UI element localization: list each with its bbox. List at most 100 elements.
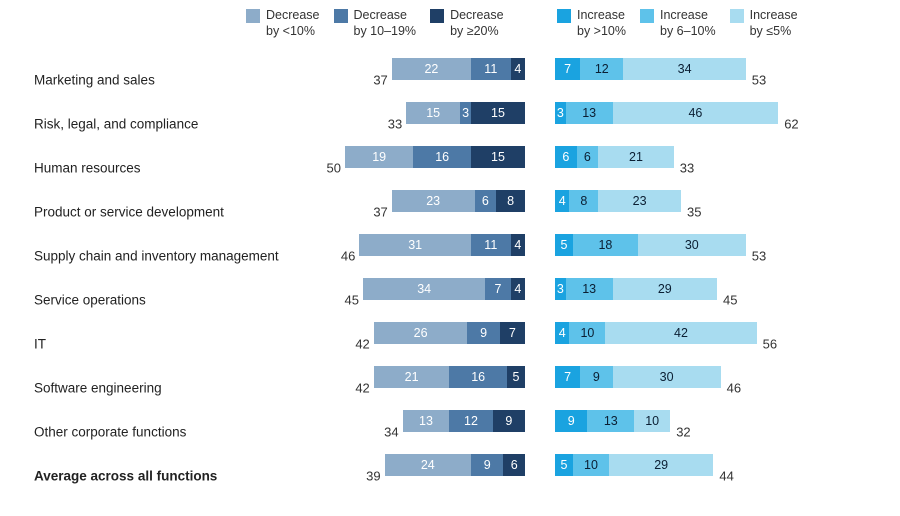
bar-segment-dec_10_19: 9 [467, 322, 499, 344]
row-left-total: 37 [364, 73, 388, 88]
bar-segment-inc_6_10: 6 [577, 146, 599, 168]
bar-segment-inc_le5: 29 [613, 278, 717, 300]
legend-swatch [430, 9, 444, 23]
bar-segment-dec_lt10: 19 [345, 146, 413, 168]
legend-item-increase-2: Increaseby ≤5% [730, 8, 798, 39]
row-right-total: 46 [727, 381, 741, 396]
row-left-total: 50 [317, 161, 341, 176]
legend-label: Increase [577, 8, 625, 24]
bar-segment-inc_gt10: 4 [555, 322, 569, 344]
bar-segment-inc_le5: 23 [598, 190, 681, 212]
bar-segment-dec_lt10: 31 [359, 234, 471, 256]
bar-segment-dec_ge20: 7 [500, 322, 525, 344]
bar-segment-dec_lt10: 13 [403, 410, 450, 432]
row-right-total: 35 [687, 205, 701, 220]
bar-segment-dec_10_19: 12 [449, 410, 492, 432]
bar-segment-inc_6_10: 13 [566, 102, 613, 124]
row-left-total: 46 [331, 249, 355, 264]
row-left-total: 37 [364, 205, 388, 220]
bar-segment-inc_gt10: 4 [555, 190, 569, 212]
row-right-total: 45 [723, 293, 737, 308]
legend-right-group: Increaseby >10%Increaseby 6–10%Increaseb… [557, 8, 812, 39]
bar-segment-dec_10_19: 16 [449, 366, 507, 388]
bar-segment-inc_gt10: 5 [555, 234, 573, 256]
diverging-bar-chart: Decreaseby <10%Decreaseby 10–19%Decrease… [0, 0, 900, 516]
bar-segment-inc_gt10: 9 [555, 410, 587, 432]
row-left-total: 33 [378, 117, 402, 132]
legend-label-sub: by 10–19% [354, 24, 417, 40]
chart-row: Other corporate functions91213349131032 [0, 410, 900, 454]
row-label: Product or service development [34, 205, 224, 220]
bar-segment-dec_10_19: 16 [413, 146, 471, 168]
bar-segment-dec_ge20: 9 [493, 410, 525, 432]
legend-item-decrease-1: Decreaseby 10–19% [334, 8, 417, 39]
row-right-total: 56 [763, 337, 777, 352]
row-left-total: 39 [357, 469, 381, 484]
bar-segment-inc_gt10: 7 [555, 58, 580, 80]
bar-segment-inc_6_10: 10 [573, 454, 609, 476]
bar-segment-inc_gt10: 6 [555, 146, 577, 168]
row-label: IT [34, 337, 46, 352]
legend-label: Increase [750, 8, 798, 24]
bar-segment-dec_lt10: 34 [363, 278, 485, 300]
row-right-total: 53 [752, 249, 766, 264]
bar-segment-inc_gt10: 5 [555, 454, 573, 476]
row-right-total: 32 [676, 425, 690, 440]
bar-segment-inc_6_10: 13 [587, 410, 634, 432]
row-label: Software engineering [34, 381, 162, 396]
legend-item-decrease-0: Decreaseby <10% [246, 8, 320, 39]
chart-row: Average across all functions692439510294… [0, 454, 900, 498]
bar-segment-dec_ge20: 15 [471, 146, 525, 168]
bar-segment-inc_le5: 46 [613, 102, 779, 124]
chart-row: Product or service development8623374823… [0, 190, 900, 234]
bar-segment-inc_6_10: 9 [580, 366, 612, 388]
bar-segment-dec_ge20: 6 [503, 454, 525, 476]
row-label: Service operations [34, 293, 146, 308]
legend-swatch [557, 9, 571, 23]
row-label: Risk, legal, and compliance [34, 117, 198, 132]
row-label: Other corporate functions [34, 425, 186, 440]
bar-segment-dec_10_19: 7 [485, 278, 510, 300]
bar-segment-dec_ge20: 8 [496, 190, 525, 212]
chart-row: Risk, legal, and compliance1531533313466… [0, 102, 900, 146]
row-right-total: 33 [680, 161, 694, 176]
bar-segment-dec_lt10: 15 [406, 102, 460, 124]
bar-segment-dec_lt10: 26 [374, 322, 468, 344]
row-left-total: 34 [375, 425, 399, 440]
legend-left-group: Decreaseby <10%Decreaseby 10–19%Decrease… [246, 8, 518, 39]
chart-row: IT7926424104256 [0, 322, 900, 366]
legend-item-increase-1: Increaseby 6–10% [640, 8, 716, 39]
bar-segment-inc_gt10: 3 [555, 278, 566, 300]
bar-segment-dec_10_19: 9 [471, 454, 503, 476]
bar-segment-dec_lt10: 22 [392, 58, 471, 80]
bar-segment-dec_ge20: 15 [471, 102, 525, 124]
legend-label-sub: by >10% [577, 24, 626, 40]
bar-segment-inc_le5: 29 [609, 454, 713, 476]
bar-segment-inc_6_10: 8 [569, 190, 598, 212]
chart-row: Service operations 4734 45 31329 45 [0, 278, 900, 322]
bar-segment-inc_6_10: 13 [566, 278, 613, 300]
legend-label: Decrease [266, 8, 320, 24]
legend-label-sub: by ≤5% [750, 24, 792, 40]
bar-segment-inc_le5: 21 [598, 146, 674, 168]
bar-segment-inc_le5: 10 [634, 410, 670, 432]
bar-segment-dec_lt10: 24 [385, 454, 471, 476]
legend-label: Decrease [354, 8, 408, 24]
legend-swatch [246, 9, 260, 23]
chart-row: Software engineering5162142793046 [0, 366, 900, 410]
bar-segment-inc_le5: 30 [613, 366, 721, 388]
legend-item-increase-0: Increaseby >10% [557, 8, 626, 39]
bar-segment-inc_6_10: 18 [573, 234, 638, 256]
row-left-total: 42 [346, 337, 370, 352]
chart-row: Human resources15161950662133 [0, 146, 900, 190]
bar-segment-dec_10_19: 11 [471, 58, 511, 80]
bar-segment-dec_ge20: 4 [511, 58, 525, 80]
bar-segment-dec_ge20: 4 [511, 278, 525, 300]
bar-segment-inc_gt10: 3 [555, 102, 566, 124]
legend-label: Decrease [450, 8, 504, 24]
legend-swatch [334, 9, 348, 23]
chart-row: Marketing and sales41122377123453 [0, 58, 900, 102]
row-left-total: 45 [335, 293, 359, 308]
legend-label-sub: by ≥20% [450, 24, 499, 40]
row-label: Average across all functions [34, 469, 217, 484]
